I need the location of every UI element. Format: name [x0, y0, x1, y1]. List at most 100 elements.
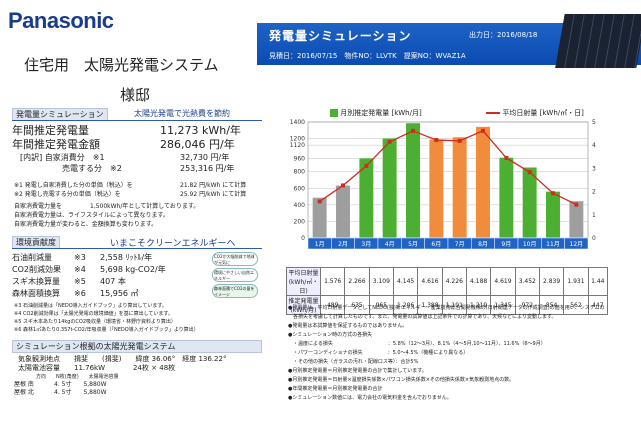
y2-tick-label: 5 [592, 119, 596, 126]
eco-illustrations: CO2が大幅削減で地球が元気に 環境にやさしい自然エネルギー 森林面積でCO2の… [212, 252, 258, 300]
legend-line-swatch [486, 112, 501, 114]
system-rows: 屋根 南 4. 5寸 5,880W 屋根 北 4. 5寸 5,880W [14, 381, 107, 397]
right-notes: ●発電量は、平均日射量データとしてNEDO(独)新エネルギー・産業技術総合開発機… [288, 304, 638, 403]
table-cell: 4.226 [441, 267, 467, 296]
eco-note: ※6 [74, 289, 86, 298]
location-label: 気象観測地点 [18, 355, 60, 363]
eco-label: CO2削減効果 [12, 265, 61, 274]
table-cell: 1,219 [465, 295, 492, 315]
eco-value: 15,956 ㎡ [100, 289, 139, 298]
capacity-label: 太陽電池容量 [18, 364, 60, 372]
x-tick-label: 8月 [478, 241, 488, 248]
co2-icon: CO2が大幅削減で地球が元気に [212, 252, 258, 266]
x-tick-label: 2月 [338, 241, 348, 248]
y2-tick-label: 4 [592, 142, 596, 149]
x-tick-label: 3月 [361, 241, 371, 248]
x-tick-label: 12月 [570, 241, 584, 248]
roof-value: 4. 5寸 5,880W [54, 389, 107, 396]
row-header: 平均日射量(kWh/㎡・日) [286, 267, 321, 296]
forest-icon: 森林面積でCO2の量をイメージ [212, 284, 258, 298]
y-tick-label: 800 [294, 169, 306, 176]
note-3: 自家消費電力量を [14, 203, 63, 210]
note-1: ※1 発電し自家消費した分の単価（税込）を [14, 182, 133, 189]
bar-generation [312, 197, 328, 239]
table-cell: 2.266 [344, 267, 370, 296]
table-row: 推定発電量(kWh/月) 489 635 965 1,206 1,388 1,191 1,21… [286, 295, 609, 315]
bar-generation [522, 166, 538, 239]
y-tick-label: 400 [294, 202, 306, 209]
eco-row: 石油削減量 ※3 2,558 ﾘｯﾄﾙ/年 [12, 252, 166, 264]
y2-tick-label: 1 [592, 212, 596, 219]
annual-kwh-value: 11,273 kWh/年 [160, 124, 241, 137]
table-cell: 2.839 [538, 267, 565, 296]
table-cell: 1.931 [563, 267, 589, 296]
point-irradiance [481, 128, 485, 133]
legend-bar-label: 月別推定発電量 [kWh/月] [340, 109, 422, 117]
y-tick-label: 1120 [290, 142, 305, 149]
bar-generation [475, 126, 491, 239]
sim-subtitle: 太陽光発電で光熱費を節約 [134, 109, 230, 118]
table-cell: 447 [587, 295, 609, 315]
eco-footnote: ※3 石油削減量は「NEDO導入ガイドブック」より算出しています。 [14, 303, 167, 309]
eco-label: 森林面積換算 [12, 289, 60, 298]
table-cell: 4.188 [465, 267, 492, 296]
table-cell: 3.452 [514, 267, 540, 296]
chart-data-table: 平均日射量(kWh/㎡・日) 1.576 2.266 3.109 4.145 4.616 4… [286, 267, 609, 315]
table-cell: 4.616 [417, 267, 443, 296]
eco-note: ※4 [74, 265, 86, 274]
note-2: ※2 発電し売電する分の単価（税込）を [14, 191, 121, 198]
point-irradiance [551, 191, 555, 196]
x-tick-bg [564, 237, 589, 250]
x-tick-label: 7月 [455, 241, 465, 248]
bar-generation [382, 137, 398, 239]
eco-row: スギ木換算量 ※5 407 本 [12, 276, 166, 288]
point-irradiance [574, 202, 579, 207]
solar-panel-image [555, 14, 641, 68]
eco-note: ※5 [74, 277, 86, 286]
bar-generation [545, 191, 561, 239]
output-date: 出力日：2016/08/18 [469, 31, 538, 39]
note-line: ●発電量は本試算値を保証するものではありません。 [288, 323, 408, 329]
point-irradiance [341, 183, 345, 188]
eco-value: 5,698 kg-CO2/年 [100, 265, 166, 274]
point-irradiance [364, 163, 369, 168]
system-tag: シミュレーション根拠の太陽光発電システム [12, 340, 262, 353]
table-cell: 489 [319, 295, 346, 315]
page-title: 住宅用 太陽光発電システム [24, 56, 219, 74]
y2-tick-label: 2 [592, 189, 596, 196]
y2-tick-label: 0 [592, 235, 596, 242]
brand-logo: Panasonic [8, 8, 114, 33]
capacity-value: 11.76kW 24枚 × 48枚 [74, 364, 176, 372]
note-line: 各損失を考慮して計算したものです。また、発電量の試算値は上記条件での計算であり、… [288, 314, 557, 320]
sell-label: 売電する分 ※2 [62, 164, 122, 173]
y2-tick-label: 3 [592, 165, 596, 172]
table-row: 平均日射量(kWh/㎡・日) 1.576 2.266 3.109 4.145 4.616 4… [286, 267, 609, 296]
roof-value: 4. 5寸 5,880W [54, 381, 107, 388]
bar-generation [428, 139, 444, 239]
leaf-icon: 環境にやさしい自然エネルギー [212, 268, 258, 282]
divider [12, 120, 262, 121]
table-cell: 4.619 [490, 267, 516, 296]
point-irradiance [527, 170, 532, 175]
divider [12, 248, 262, 249]
x-tick-label: 1月 [315, 241, 325, 248]
eco-value: 407 本 [100, 277, 126, 286]
x-tick-label: 10月 [523, 241, 537, 248]
eco-footnote: ※5 スギ木本あたり14kgのCO2吸収量（環境省・林野庁資料より算出） [14, 319, 176, 325]
system-row: 屋根 北 4. 5寸 5,880W [14, 389, 107, 397]
roof-label: 屋根 南 [14, 381, 34, 388]
bar-generation [335, 185, 351, 239]
x-tick-label: 5月 [408, 241, 418, 248]
legend-bar-swatch [330, 109, 338, 117]
note-line: ・その他の損失（ガラスの汚れ・配線ロス等）：合計5% [288, 359, 419, 365]
y-tick-label: 1200 [290, 136, 305, 143]
self-use-label: [内訳] 自家消費分 ※1 [20, 153, 105, 162]
header-title: 発電量シミュレーション [269, 29, 412, 43]
annual-kwh-label: 年間推定発電量 [12, 124, 89, 137]
eco-label: スギ木換算量 [12, 277, 60, 286]
eco-list: 石油削減量 ※3 2,558 ﾘｯﾄﾙ/年 CO2削減効果 ※4 5,698 kg-CO… [12, 252, 166, 300]
point-irradiance [387, 139, 392, 144]
eco-note: ※3 [74, 253, 86, 262]
bar-generation [498, 157, 514, 239]
